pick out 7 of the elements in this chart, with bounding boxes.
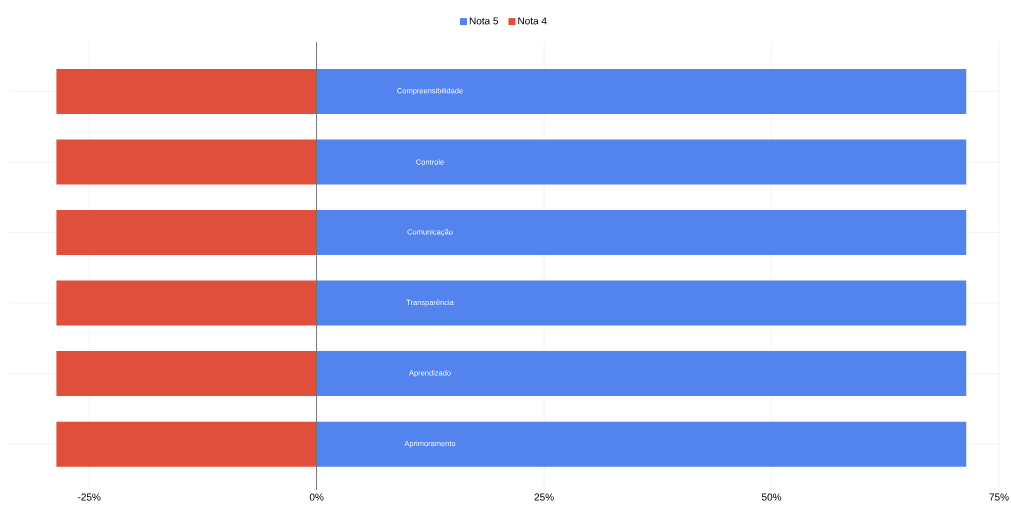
x-tick-label: 25% <box>534 493 554 501</box>
x-tick-label: 50% <box>761 493 782 501</box>
legend-label: Nota 5 <box>469 17 499 25</box>
legend-label: Nota 4 <box>518 17 547 25</box>
x-tick-label: -25% <box>77 493 101 501</box>
x-tick-label: 75% <box>989 493 1009 501</box>
x-tick-label: 0% <box>309 493 324 501</box>
